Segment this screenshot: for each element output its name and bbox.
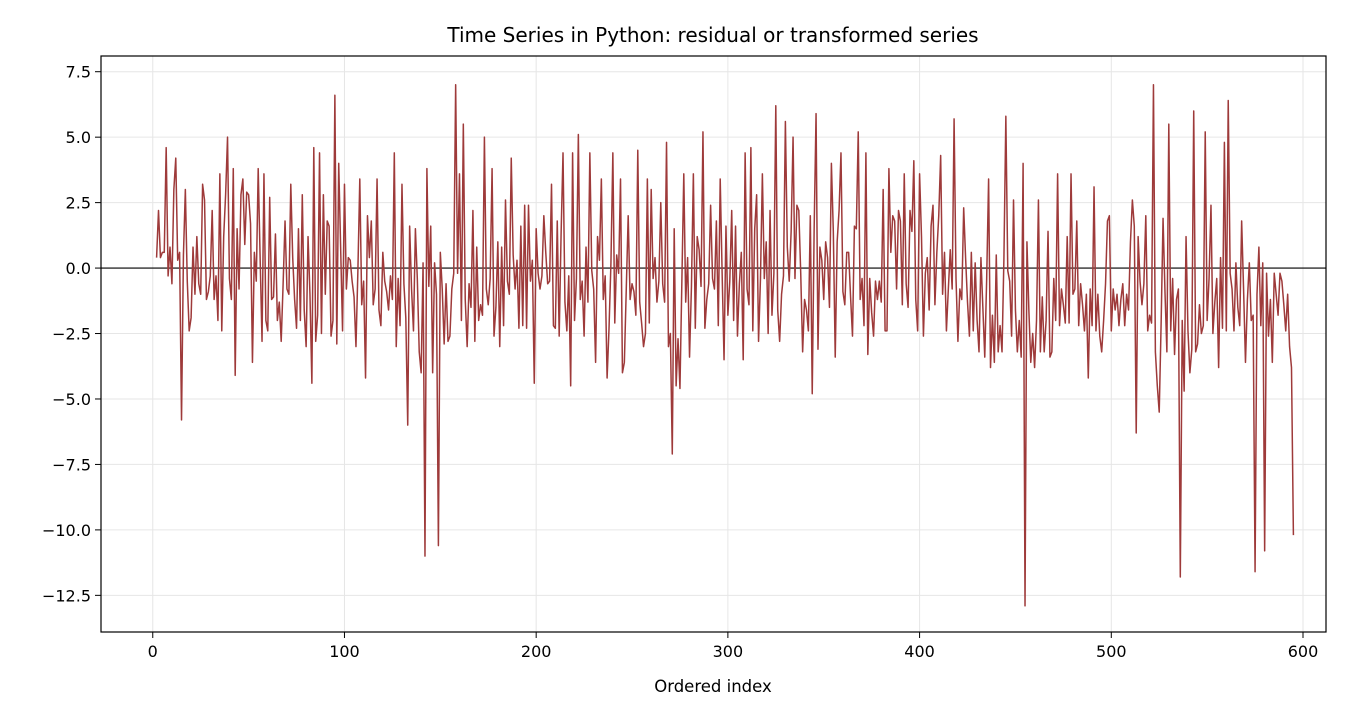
x-tick-label: 400 [904,642,935,661]
y-tick-label: −12.5 [42,586,91,605]
series-line [155,84,1295,607]
x-tick-label: 600 [1288,642,1319,661]
y-tick-label: 0.0 [66,259,91,278]
y-tick-label: −5.0 [52,390,91,409]
x-axis-ticks: 0 100 200 300 400 500 600 [148,632,1319,661]
series-group [155,84,1295,607]
x-tick-label: 0 [148,642,158,661]
x-axis-label: Ordered index [654,677,772,696]
plot-frame [100,55,1327,633]
y-tick-label: −10.0 [42,521,91,540]
y-tick-label: 7.5 [66,63,91,82]
x-tick-label: 300 [713,642,744,661]
grid-lines [101,56,1326,632]
y-tick-label: −7.5 [52,455,91,474]
chart-title: Time Series in Python: residual or trans… [446,23,978,47]
x-tick-label: 200 [521,642,552,661]
y-tick-label: −2.5 [52,325,91,344]
x-tick-label: 100 [329,642,360,661]
x-tick-label: 500 [1096,642,1127,661]
y-tick-label: 5.0 [66,128,91,147]
y-axis-ticks: 7.5 5.0 2.5 0.0 −2.5 −5.0 −7.5 −10.0 −12.5 [42,63,101,605]
y-tick-label: 2.5 [66,194,91,213]
